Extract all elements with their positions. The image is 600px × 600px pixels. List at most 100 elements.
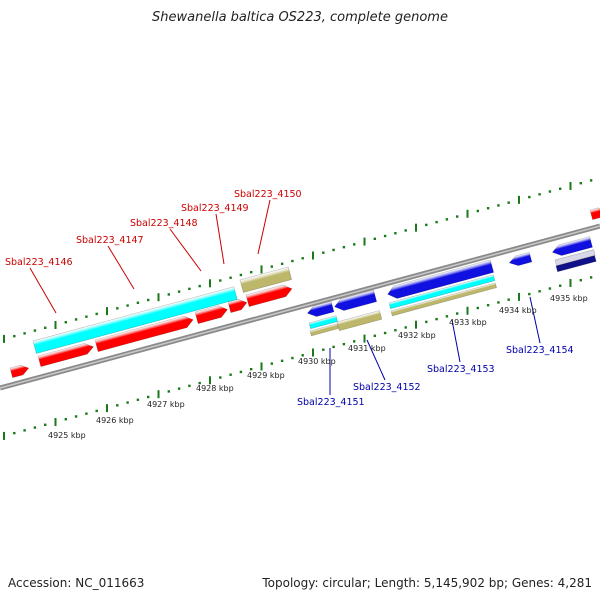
scale-minor-tick bbox=[332, 248, 335, 252]
scale-minor-tick bbox=[136, 301, 140, 304]
gene-label-leader bbox=[451, 319, 461, 363]
scale-minor-tick bbox=[373, 237, 376, 241]
scale-minor-tick bbox=[538, 290, 541, 293]
gene-feature-forward[interactable] bbox=[589, 206, 600, 221]
scale-minor-tick bbox=[250, 367, 253, 371]
cds-feature-khaki[interactable] bbox=[239, 266, 293, 293]
gene-label-reverse[interactable]: Sbal223_4151 bbox=[297, 397, 365, 408]
scale-minor-tick bbox=[188, 384, 191, 388]
scale-minor-tick bbox=[486, 304, 490, 307]
cds-feature-cyan[interactable] bbox=[308, 315, 338, 330]
scale-minor-tick bbox=[147, 298, 150, 302]
scale-minor-tick bbox=[229, 373, 232, 376]
scale-label: 4925 kbp bbox=[48, 431, 86, 440]
scale-minor-tick bbox=[538, 193, 541, 196]
scale-minor-tick bbox=[507, 298, 510, 301]
scale-minor-tick bbox=[13, 334, 16, 338]
cds-feature-khaki[interactable] bbox=[309, 323, 339, 337]
scale-minor-tick bbox=[239, 273, 243, 277]
gene-label-forward[interactable]: Sbal223_4149 bbox=[181, 203, 249, 214]
scale-minor-tick bbox=[486, 207, 490, 210]
scale-label: 4930 kbp bbox=[298, 357, 336, 366]
gene-feature-forward[interactable] bbox=[37, 341, 95, 367]
scale-minor-tick bbox=[589, 179, 593, 182]
gene-feature-reverse[interactable] bbox=[386, 259, 495, 301]
cds-feature-khaki[interactable] bbox=[390, 282, 497, 317]
scale-minor-tick bbox=[559, 284, 562, 287]
cds-feature-pale[interactable] bbox=[554, 249, 596, 267]
gene-label-forward[interactable]: Sbal223_4150 bbox=[234, 189, 302, 200]
scale-minor-tick bbox=[95, 409, 98, 413]
cds-feature-cyan[interactable] bbox=[32, 286, 238, 354]
scale-minor-tick bbox=[589, 276, 593, 279]
scale-minor-tick bbox=[445, 315, 449, 318]
gene-feature-forward[interactable] bbox=[94, 314, 195, 352]
scale-minor-tick bbox=[270, 362, 273, 365]
scale-minor-tick bbox=[332, 345, 335, 349]
gene-label-reverse[interactable]: Sbal223_4154 bbox=[506, 345, 574, 356]
cds-feature-dark[interactable] bbox=[555, 255, 597, 273]
scale-minor-tick bbox=[435, 317, 438, 321]
scale-minor-tick bbox=[579, 278, 582, 282]
scale-minor-tick bbox=[270, 265, 273, 268]
scale-minor-tick bbox=[322, 251, 325, 254]
scale-minor-tick bbox=[229, 276, 232, 279]
gene-feature-forward[interactable] bbox=[245, 283, 294, 307]
scale-minor-tick bbox=[250, 270, 253, 274]
scale-minor-tick bbox=[44, 423, 47, 426]
scale-minor-tick bbox=[44, 326, 47, 329]
gene-label-reverse[interactable]: Sbal223_4153 bbox=[427, 364, 495, 375]
gene-feature-forward[interactable] bbox=[227, 297, 248, 313]
scale-minor-tick bbox=[64, 321, 67, 324]
scale-minor-tick bbox=[497, 204, 500, 207]
scale-minor-tick bbox=[126, 304, 129, 307]
label-leaders-layer bbox=[29, 199, 541, 395]
scale-minor-tick bbox=[126, 401, 129, 404]
gene-feature-forward[interactable] bbox=[9, 363, 30, 379]
genome-summary-text: Topology: circular; Length: 5,145,902 bp… bbox=[262, 576, 592, 590]
gene-label-leader bbox=[29, 267, 57, 314]
gene-feature-forward[interactable] bbox=[194, 304, 229, 324]
scale-minor-tick bbox=[342, 245, 346, 249]
scale-minor-tick bbox=[177, 387, 181, 390]
cds-feature-cyan[interactable] bbox=[388, 274, 496, 310]
gene-label-forward[interactable]: Sbal223_4148 bbox=[130, 218, 198, 229]
scale-minor-tick bbox=[507, 201, 510, 204]
scale-minor-tick bbox=[528, 195, 531, 199]
gene-label-leader bbox=[257, 199, 271, 255]
gene-label-leader bbox=[215, 213, 225, 265]
scale-minor-tick bbox=[95, 312, 98, 316]
genome-axis-layer bbox=[0, 223, 600, 391]
gene-feature-reverse[interactable] bbox=[306, 300, 335, 318]
scale-label: 4935 kbp bbox=[550, 294, 588, 303]
scale-label: 4934 kbp bbox=[499, 306, 537, 315]
scale-minor-tick bbox=[456, 312, 459, 315]
scale-minor-tick bbox=[404, 326, 407, 329]
gene-feature-reverse[interactable] bbox=[333, 289, 378, 313]
scale-minor-tick bbox=[301, 257, 304, 260]
scale-minor-tick bbox=[167, 293, 170, 296]
scale-minor-tick bbox=[497, 301, 500, 304]
gene-label-leader bbox=[366, 339, 386, 381]
scale-label: 4927 kbp bbox=[147, 400, 185, 409]
scale-label: 4933 kbp bbox=[449, 318, 487, 327]
gene-label-forward[interactable]: Sbal223_4146 bbox=[5, 257, 73, 268]
scale-minor-tick bbox=[136, 398, 140, 401]
gene-label-forward[interactable]: Sbal223_4147 bbox=[76, 235, 144, 246]
gene-feature-reverse[interactable] bbox=[551, 236, 593, 258]
gene-label-reverse[interactable]: Sbal223_4152 bbox=[353, 382, 421, 393]
cds-feature-khaki[interactable] bbox=[336, 310, 383, 332]
scale-minor-tick bbox=[528, 292, 531, 296]
scale-minor-tick bbox=[219, 376, 222, 379]
scale-minor-tick bbox=[23, 332, 26, 335]
gene-feature-reverse[interactable] bbox=[508, 251, 533, 267]
scale-minor-tick bbox=[301, 354, 304, 357]
scale-minor-tick bbox=[33, 329, 37, 332]
scale-minor-tick bbox=[167, 390, 170, 393]
scale-minor-tick bbox=[23, 429, 26, 432]
scale-minor-tick bbox=[322, 348, 325, 351]
genome-backbone-highlight bbox=[0, 225, 600, 389]
scale-minor-tick bbox=[404, 229, 407, 232]
